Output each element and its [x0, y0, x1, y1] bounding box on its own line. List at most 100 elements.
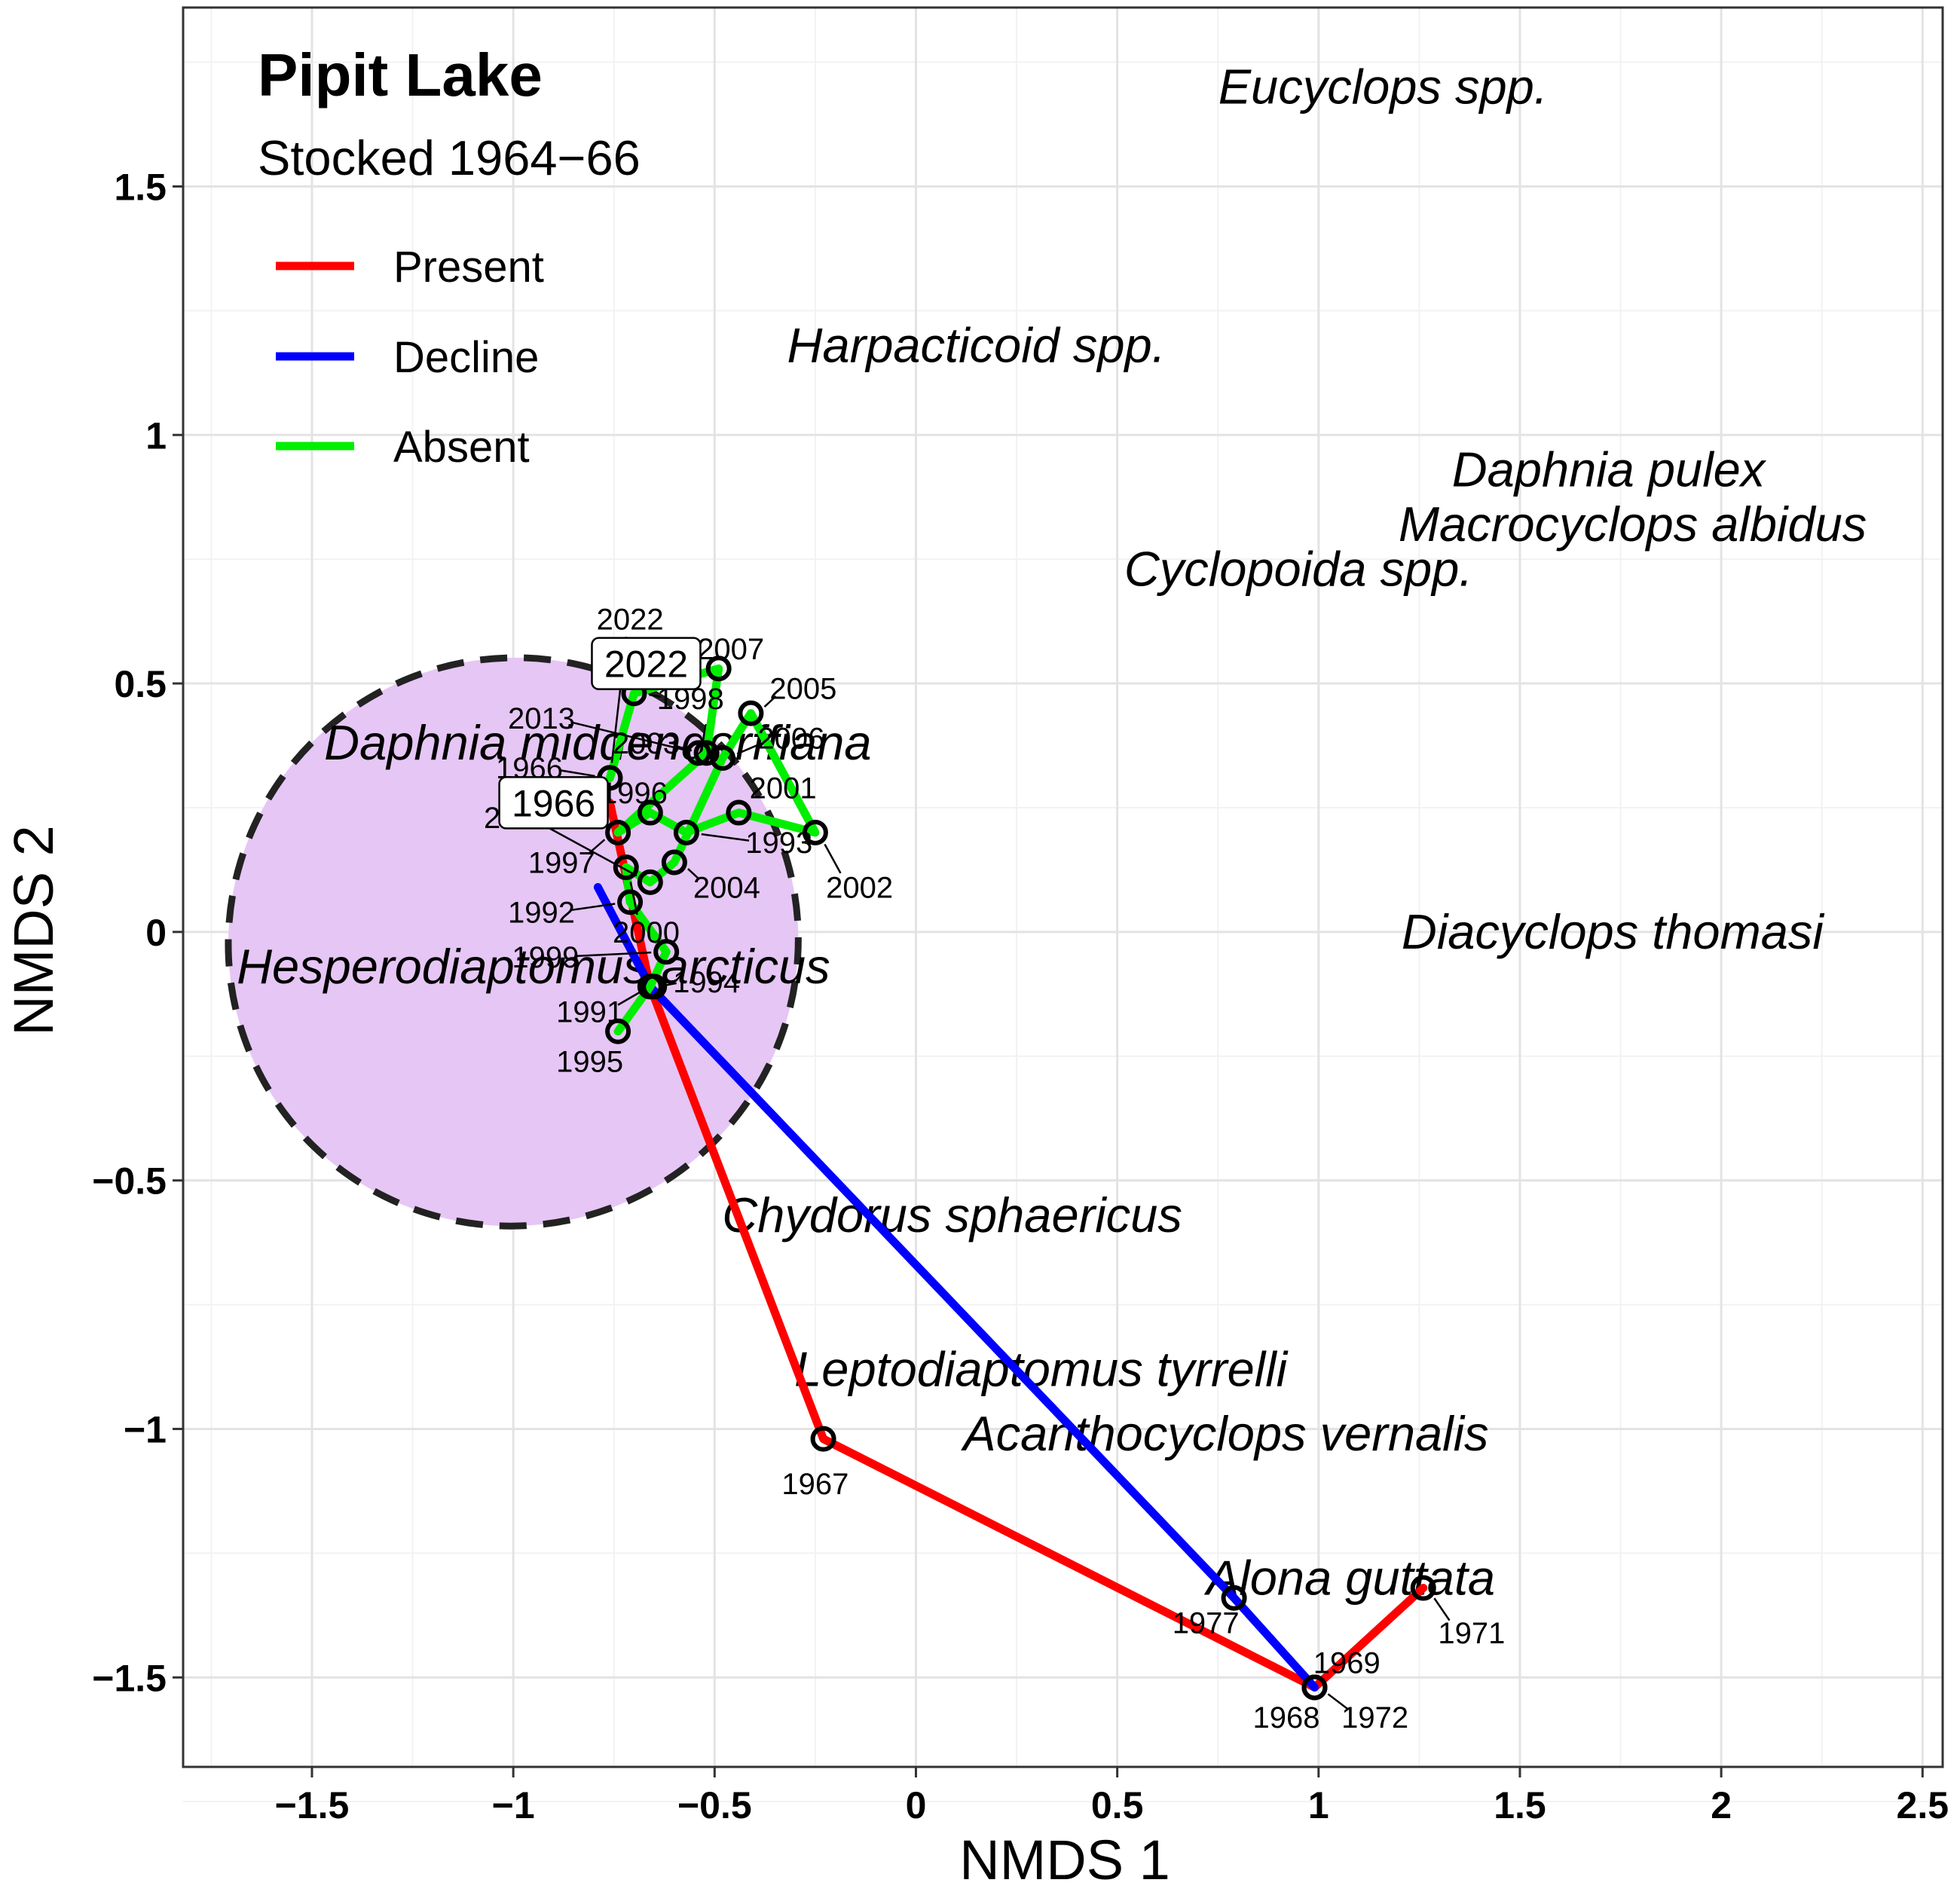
x-tick-label: 0 — [906, 1784, 927, 1826]
legend-label-present: Present — [393, 243, 544, 292]
year-leader-line-1966 — [559, 769, 595, 778]
year-label-2005: 2005 — [769, 673, 836, 706]
year-leader-line-1992 — [571, 903, 616, 912]
year-leader-line-2004 — [687, 868, 701, 881]
y-tick-label: 1.5 — [114, 166, 167, 208]
year-leader-line-1999 — [575, 951, 652, 958]
highlight-label-2022: 2022 — [604, 643, 688, 686]
y-tick-label: −1 — [124, 1408, 167, 1450]
sample-point-1996 — [637, 799, 663, 826]
species-label-chydorus-sphaericus: Chydorus sphaericus — [722, 1187, 1182, 1242]
series-line-decline — [593, 883, 1319, 1692]
year-label-1994: 1994 — [673, 966, 740, 999]
sample-point-2005 — [738, 700, 764, 726]
year-label-1969: 1969 — [1313, 1646, 1381, 1679]
year-label-2006: 2006 — [757, 723, 824, 756]
species-labels: Eucyclops spp. Harpacticoid spp. Daphnia p… — [237, 60, 1867, 1606]
x-tick-label: 0.5 — [1091, 1784, 1144, 1826]
year-labels: 1966 1967 1968 1969 1971 1972 1977 1991 1992 1993… — [484, 603, 1505, 1734]
year-leader-line-1991 — [617, 991, 641, 1006]
sample-point-2004 — [661, 849, 687, 876]
year-label-1999: 1999 — [512, 941, 579, 974]
year-label-2004: 2004 — [693, 872, 760, 905]
species-label-leptodiaptomus-tyrrelli: Leptodiaptomus tyrrelli — [794, 1341, 1288, 1396]
year-label-2013: 2013 — [508, 702, 575, 735]
x-tick-label: −1.5 — [275, 1784, 350, 1826]
year-label-1972: 1972 — [1341, 1701, 1408, 1734]
sample-point-1999 — [653, 939, 680, 965]
year-leader-line-2006 — [736, 742, 763, 755]
species-label-alona-guttata: Alona guttata — [1203, 1550, 1495, 1605]
sample-point-2003 — [693, 740, 720, 766]
y-tick-label: 1 — [145, 414, 167, 457]
chart-subtitle: Stocked 1964−66 — [258, 130, 641, 185]
legend-label-absent: Absent — [393, 423, 530, 472]
sample-point-2002 — [802, 819, 828, 845]
chart-title: Pipit Lake — [258, 41, 543, 109]
x-tick-label: 1 — [1308, 1784, 1329, 1826]
year-label-1993: 1993 — [745, 827, 812, 860]
year-leader-line-2005 — [763, 695, 777, 708]
year-label-1991: 1991 — [556, 995, 623, 1028]
year-label-2000: 2000 — [613, 916, 680, 949]
y-axis-title: NMDS 2 — [2, 825, 65, 1036]
year-label-1992: 1992 — [508, 896, 575, 929]
species-label-daphnia-pulex: Daphnia pulex — [1452, 442, 1767, 497]
year-label-2007: 2007 — [697, 633, 764, 666]
year-label-2002: 2002 — [826, 872, 893, 905]
y-tick-label: 0 — [145, 912, 167, 954]
y-axis-ticks: −1.5 −1 −0.5 0 0.5 1 1.5 — [92, 166, 183, 1699]
minor-grid — [183, 8, 1943, 1803]
sample-point-2006 — [709, 745, 735, 772]
x-tick-label: −0.5 — [677, 1784, 752, 1826]
x-tick-label: −1 — [492, 1784, 535, 1826]
sample-point-1971 — [1410, 1575, 1436, 1601]
sample-point-1977 — [1221, 1585, 1247, 1611]
highlight-label-1966: 1966 — [512, 782, 595, 824]
sample-point-1972 — [1301, 1674, 1328, 1701]
series-line-present — [605, 798, 1428, 1692]
year-leader-line-2020 — [543, 824, 638, 877]
x-tick-label: 2 — [1711, 1784, 1732, 1826]
year-leader-line-1971 — [1433, 1597, 1451, 1621]
year-label-2003: 2003 — [613, 727, 680, 760]
year-leader-line-1998 — [649, 693, 661, 698]
year-leader-line-2013 — [570, 721, 684, 751]
sample-point-1994 — [637, 973, 663, 1000]
legend: Present Decline Absent — [276, 243, 544, 472]
year-label-1996: 1996 — [601, 777, 668, 810]
species-label-harpacticoid-spp: Harpacticoid spp. — [787, 318, 1166, 373]
major-grid — [183, 8, 1943, 1767]
year-label-1967: 1967 — [781, 1468, 849, 1501]
sample-point-1992 — [617, 889, 644, 915]
year-leader-line-1994 — [665, 982, 677, 986]
x-tick-label: 2.5 — [1897, 1784, 1949, 1826]
species-label-cyclopoida-spp: Cyclopoida spp. — [1124, 541, 1473, 596]
y-tick-label: −1.5 — [92, 1657, 167, 1699]
sample-point-1967 — [810, 1426, 836, 1452]
sample-point-1993 — [673, 819, 699, 845]
year-label-1995: 1995 — [556, 1045, 623, 1078]
sample-point-2020 — [637, 869, 663, 895]
species-label-macrocyclops-albidus: Macrocyclops albidus — [1399, 497, 1867, 552]
year-label-2001: 2001 — [750, 772, 817, 805]
sample-point-1997 — [605, 819, 631, 845]
y-tick-label: −0.5 — [92, 1160, 167, 1203]
sample-point-2001 — [726, 799, 752, 826]
x-axis-ticks: −1.5 −1 −0.5 0 0.5 1 1.5 2 2.5 — [275, 1767, 1949, 1826]
plot-border — [182, 6, 1944, 1768]
year-leader-line-2000 — [629, 881, 638, 915]
species-label-hesperodiaptomus-arcticus: Hesperodiaptomus arcticus — [237, 939, 830, 994]
sample-point-2007 — [705, 656, 732, 682]
y-tick-label: 0.5 — [114, 663, 167, 705]
year-leader-line-2003 — [675, 744, 693, 752]
species-label-acanthocyclops-vernalis: Acanthocyclops vernalis — [960, 1406, 1488, 1461]
species-label-diacyclops-thomasi: Diacyclops thomasi — [1402, 904, 1824, 959]
sample-point-2013 — [685, 740, 711, 766]
year-leader-line-1993 — [701, 833, 750, 842]
legend-label-decline: Decline — [393, 333, 539, 382]
year-label-1997: 1997 — [528, 847, 595, 880]
highlighted-year-labels: 1966 2022 — [498, 637, 702, 830]
year-leader-line-2002 — [824, 843, 842, 874]
